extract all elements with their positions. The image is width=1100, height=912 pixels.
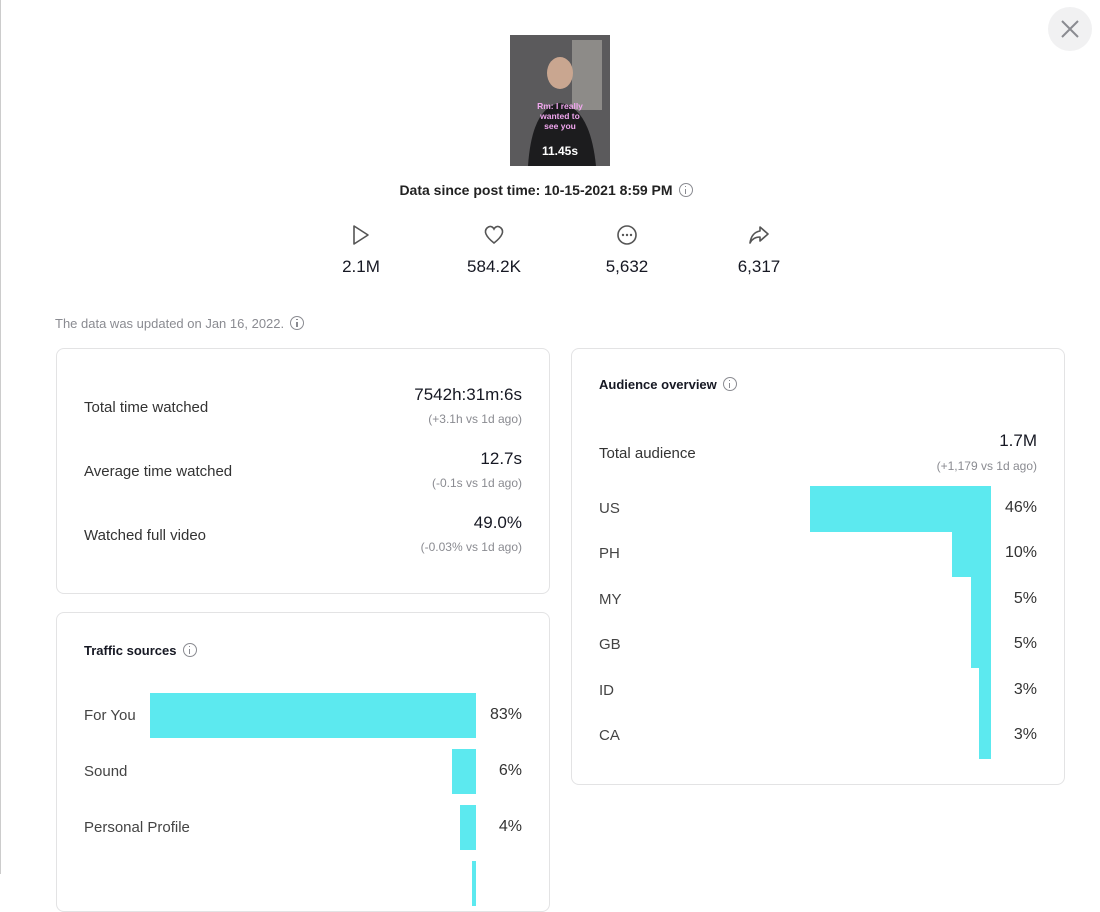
row-value: 5% — [1013, 635, 1037, 653]
info-icon[interactable] — [722, 377, 737, 391]
row-value: 83% — [489, 705, 522, 723]
bar — [460, 805, 476, 850]
post-time: Data since post time: 10-15-2021 8:59 PM — [0, 182, 1092, 198]
stat: 584.2K — [444, 224, 544, 277]
traffic-card: Traffic sources For You 83% Sound 6% Persona… — [56, 612, 550, 912]
row-value: 4% — [498, 817, 522, 835]
audience-card: Audience overview Total audience 1.7M (+… — [571, 348, 1065, 785]
row-value: 6% — [498, 761, 522, 779]
thumbnail-caption: Rm: I really wanted to see you — [537, 101, 583, 131]
row-value: 10% — [1004, 544, 1037, 562]
stat-icon — [353, 225, 369, 245]
stat-icon — [749, 226, 769, 244]
metric-value: 49.0% — [473, 513, 522, 532]
thumbnail-art — [510, 35, 610, 166]
close-button[interactable] — [1048, 7, 1092, 51]
bar — [452, 749, 476, 794]
metric-change: (-0.1s vs 1d ago) — [431, 476, 522, 490]
metric-label: Average time watched — [84, 463, 233, 480]
stat-value: 5,632 — [605, 257, 649, 276]
row-value: 3% — [1013, 726, 1037, 744]
stat-value: 2.1M — [342, 257, 380, 276]
watch-card: Total time watched 7542h:31m:6s (+3.1h vs … — [56, 348, 550, 594]
stat-value: 6,317 — [737, 257, 781, 276]
traffic-title: Traffic sources — [84, 643, 197, 658]
row-value: 3% — [1013, 680, 1037, 698]
bar — [951, 531, 991, 577]
row-label: Personal Profile — [84, 818, 190, 836]
bar — [472, 861, 476, 906]
stat-icon — [617, 225, 637, 245]
traffic-title-text: Traffic sources — [84, 643, 177, 658]
info-icon[interactable] — [678, 183, 693, 197]
edge — [0, 0, 1, 874]
row-value: 5% — [1013, 589, 1037, 607]
row-label: GB — [599, 636, 621, 654]
info-icon[interactable] — [182, 643, 197, 657]
total-audience-value: 1.7M — [999, 431, 1037, 450]
bar — [149, 693, 476, 738]
row-label: For You — [84, 706, 136, 724]
bar — [979, 668, 991, 714]
info-icon[interactable] — [290, 316, 305, 330]
post-time-text: Data since post time: 10-15-2021 8:59 PM — [399, 182, 673, 198]
bar — [971, 622, 991, 668]
updated-text: The data was updated on Jan 16, 2022. — [55, 316, 285, 331]
row-value: 46% — [1004, 498, 1037, 516]
stat-value: 584.2K — [467, 257, 521, 276]
total-audience-change: (+1,179 vs 1d ago) — [936, 459, 1037, 473]
video-thumbnail[interactable]: Rm: I really wanted to see you 11.45s — [510, 35, 610, 166]
duration: 11.45s — [541, 144, 579, 158]
row-label: MY — [599, 590, 622, 608]
row-label: Sound — [84, 762, 128, 780]
row-label: CA — [599, 727, 620, 745]
metric-label: Total time watched — [84, 399, 209, 416]
metric-value: 7542h:31m:6s — [414, 385, 522, 404]
bar — [810, 486, 991, 532]
metric-label: Watched full video — [84, 527, 207, 544]
bar — [971, 577, 991, 623]
row-label: PH — [599, 545, 620, 563]
total-audience-label: Total audience — [599, 445, 696, 462]
metric-change: (-0.03% vs 1d ago) — [420, 540, 522, 554]
updated-note: The data was updated on Jan 16, 2022. — [55, 316, 305, 331]
audience-title: Audience overview — [599, 377, 737, 392]
bar — [979, 713, 991, 759]
row-label: ID — [599, 681, 614, 699]
stat-icon — [484, 225, 504, 245]
audience-title-text: Audience overview — [599, 377, 717, 392]
row-label: US — [599, 499, 620, 517]
metric-change: (+3.1h vs 1d ago) — [428, 412, 522, 426]
stat: 2.1M — [311, 224, 411, 277]
stat: 5,632 — [577, 224, 677, 277]
stat: 6,317 — [709, 224, 809, 277]
metric-value: 12.7s — [480, 449, 522, 468]
